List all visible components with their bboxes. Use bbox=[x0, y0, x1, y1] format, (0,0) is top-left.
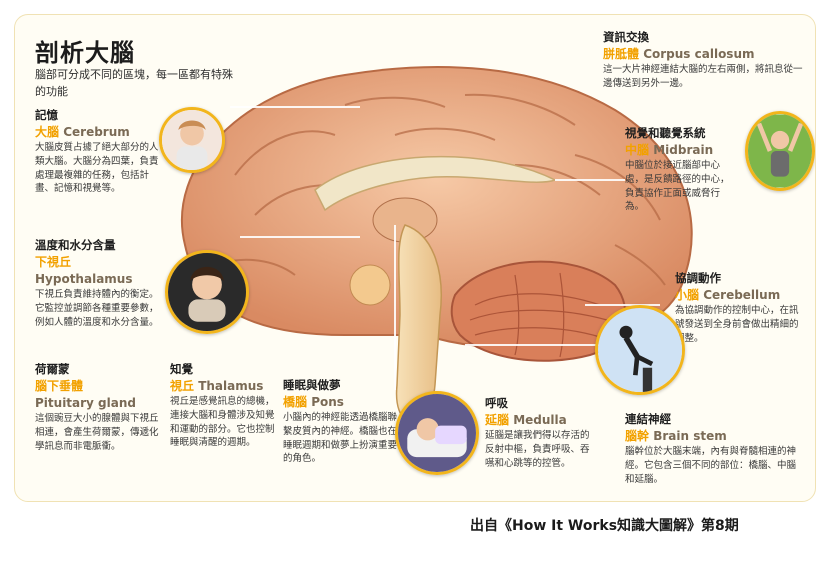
pituitary-name-zh: 腦下垂體 bbox=[35, 378, 84, 393]
pons-name-zh: 橋腦 bbox=[283, 394, 308, 409]
cerebellum-desc: 為協調動作的控制中心，在訊號發送到全身前會做出精細的調整。 bbox=[675, 305, 799, 344]
hypothalamus-desc: 下視丘負責維持體內的衡定。它監控並調節各種重要參數，例如人體的溫度和水分含量。 bbox=[35, 289, 159, 328]
brainstem-name-en: Brain stem bbox=[653, 428, 727, 443]
midbrain-heading: 視覺和聽覺系統 bbox=[625, 126, 706, 140]
brainstem-block: 連結神經 腦幹 Brain stem 腦幹位於大腦末端，內有與脊髓相連的神經。它… bbox=[625, 411, 803, 486]
pituitary-shape bbox=[349, 264, 391, 306]
brainstem-name: 腦幹 Brain stem bbox=[625, 428, 803, 445]
medulla-heading: 呼吸 bbox=[485, 396, 508, 410]
midbrain-name-en: Midbrain bbox=[653, 142, 714, 157]
pituitary-heading: 荷爾蒙 bbox=[35, 362, 70, 376]
thalamus-block: 知覺 視丘 Thalamus 視丘是感覺訊息的總機，連接大腦和身體涉及知覺和運動… bbox=[170, 361, 282, 450]
midbrain-block: 視覺和聽覺系統 中腦 Midbrain 中腦位於接近腦部中心處，是反饋路徑的中心… bbox=[625, 125, 735, 214]
corpus-name-zh: 胼胝體 bbox=[603, 46, 640, 61]
sleeping-man-photo bbox=[395, 391, 479, 475]
cerebellum-name-zh: 小腦 bbox=[675, 287, 700, 302]
cerebellum-folds bbox=[469, 272, 608, 358]
cerebrum-desc: 大腦皮質占據了絕大部分的人類大腦。大腦分為四葉，負責處理最複雜的任務，包括計畫、… bbox=[35, 142, 159, 195]
midbrain-name: 中腦 Midbrain bbox=[625, 142, 735, 159]
cerebrum-name-en: Cerebrum bbox=[63, 124, 130, 139]
medulla-name-zh: 延腦 bbox=[485, 412, 510, 427]
corpus-callosum-shape bbox=[314, 155, 557, 212]
thalamus-name-en: Thalamus bbox=[198, 378, 264, 393]
brain-illustration bbox=[180, 65, 693, 421]
midbrain-desc: 中腦位於接近腦部中心處，是反饋路徑的中心，負責協作正面或威脅行為。 bbox=[625, 160, 730, 213]
cerebrum-heading: 記憶 bbox=[35, 108, 58, 122]
medulla-block: 呼吸 延腦 Medulla 延腦是讓我們得以存活的反射中樞，負責呼吸、吞嚥和心跳… bbox=[485, 395, 595, 470]
brainstem-name-zh: 腦幹 bbox=[625, 428, 650, 443]
woman-scarf-photo bbox=[165, 250, 249, 334]
corpus-name-en: Corpus callosum bbox=[643, 46, 755, 61]
thalamus-desc: 視丘是感覺訊息的總機，連接大腦和身體涉及知覺和運動的部分。它也控制睡眠與清醒的週… bbox=[170, 396, 275, 449]
brainstem-heading: 連結神經 bbox=[625, 412, 671, 426]
pons-name: 橋腦 Pons bbox=[283, 394, 403, 411]
midbrain-name-zh: 中腦 bbox=[625, 142, 650, 157]
hypothalamus-block: 溫度和水分含量 下視丘 Hypothalamus 下視丘負責維持體內的衡定。它監… bbox=[35, 237, 161, 330]
cerebrum-block: 記憶 大腦 Cerebrum 大腦皮質占據了絕大部分的人類大腦。大腦分為四葉，負… bbox=[35, 107, 161, 196]
cheering-woman-photo bbox=[745, 111, 815, 191]
pituitary-desc: 這個豌豆大小的腺體與下視丘相連，會產生荷爾蒙，傳遞化學訊息而非電脈衝。 bbox=[35, 413, 159, 452]
thalamus-name-zh: 視丘 bbox=[170, 378, 195, 393]
cerebrum-name: 大腦 Cerebrum bbox=[35, 124, 161, 141]
thinking-woman-photo bbox=[159, 107, 225, 173]
medulla-name: 延腦 Medulla bbox=[485, 412, 595, 429]
corpus-name: 胼胝體 Corpus callosum bbox=[603, 46, 803, 63]
cerebellum-name: 小腦 Cerebellum bbox=[675, 287, 807, 304]
hypothalamus-name-zh: 下視丘 bbox=[35, 254, 72, 269]
thalamus-name: 視丘 Thalamus bbox=[170, 378, 282, 395]
corpus-heading: 資訊交換 bbox=[603, 30, 649, 44]
hypothalamus-heading: 溫度和水分含量 bbox=[35, 238, 116, 252]
pituitary-block: 荷爾蒙 腦下垂體 Pituitary gland 這個豌豆大小的腺體與下視丘相連… bbox=[35, 361, 165, 454]
pituitary-name-en: Pituitary gland bbox=[35, 396, 136, 411]
pons-heading: 睡眠與做夢 bbox=[283, 378, 341, 392]
cerebellum-name-en: Cerebellum bbox=[703, 287, 781, 302]
pons-desc: 小腦內的神經能透過橋腦聯繫皮質內的神經。橋腦也在睡眠週期和做夢上扮演重要的角色。 bbox=[283, 412, 398, 465]
thalamus-heading: 知覺 bbox=[170, 362, 193, 376]
page-title: 剖析大腦 bbox=[35, 39, 135, 67]
jumping-man-photo bbox=[595, 305, 685, 395]
corpus-block: 資訊交換 胼胝體 Corpus callosum 這一大片神經連結大腦的左右兩側… bbox=[603, 29, 803, 91]
page-subtitle: 腦部可分成不同的區塊，每一區都有特殊的功能 bbox=[35, 68, 233, 98]
hypothalamus-name-en: Hypothalamus bbox=[35, 272, 133, 287]
infographic-panel: 剖析大腦 腦部可分成不同的區塊，每一區都有特殊的功能 記憶 大腦 Cerebru… bbox=[14, 14, 816, 502]
cerebrum-name-zh: 大腦 bbox=[35, 124, 60, 139]
cerebellum-heading: 協調動作 bbox=[675, 271, 721, 285]
brainstem-desc: 腦幹位於大腦末端，內有與脊髓相連的神經。它包含三個不同的部位：橋腦、中腦和延腦。 bbox=[625, 446, 797, 485]
pons-block: 睡眠與做夢 橋腦 Pons 小腦內的神經能透過橋腦聯繫皮質內的神經。橋腦也在睡眠… bbox=[283, 377, 403, 466]
source-credit: 出自《How It Works知識大圖解》第8期 bbox=[470, 518, 739, 534]
pons-name-en: Pons bbox=[311, 394, 344, 409]
medulla-desc: 延腦是讓我們得以存活的反射中樞，負責呼吸、吞嚥和心跳等的控管。 bbox=[485, 430, 590, 469]
corpus-desc: 這一大片神經連結大腦的左右兩側，將訊息從一邊傳送到另外一邊。 bbox=[603, 64, 803, 89]
medulla-name-en: Medulla bbox=[513, 412, 567, 427]
cerebellum-block: 協調動作 小腦 Cerebellum 為協調動作的控制中心，在訊號發送到全身前會… bbox=[675, 270, 807, 345]
